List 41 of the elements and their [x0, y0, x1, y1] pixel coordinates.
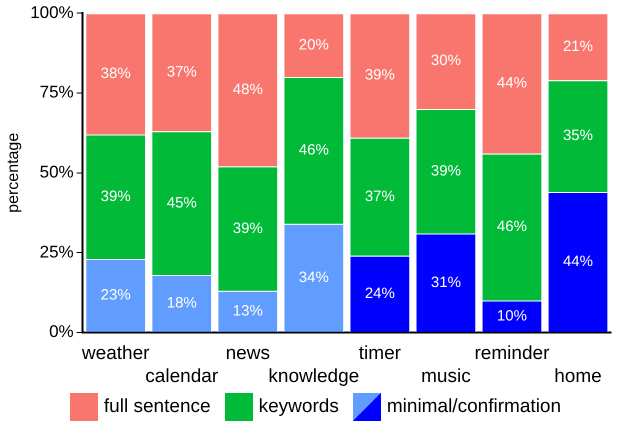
data-label: 44% — [562, 253, 593, 270]
data-label: 46% — [298, 142, 329, 159]
x-tick-label: news — [226, 343, 270, 364]
legend-label: keywords — [258, 396, 339, 418]
data-label: 45% — [166, 194, 197, 212]
y-axis-title: percentage — [5, 132, 22, 213]
data-label: 44% — [496, 74, 527, 92]
x-tick-label: calendar — [145, 366, 219, 387]
y-tick-label: 100% — [30, 2, 74, 22]
legend-label: minimal/confirmation — [386, 396, 562, 418]
y-tick-label: 50% — [40, 162, 74, 182]
x-tick-label: knowledge — [268, 366, 360, 387]
x-tick-label: music — [421, 366, 471, 387]
y-tick-label: 75% — [40, 82, 74, 102]
data-label: 37% — [364, 188, 395, 205]
data-label: 39% — [100, 188, 131, 205]
data-label: 35% — [562, 127, 593, 144]
y-tick-label: 0% — [49, 322, 74, 342]
x-tick-label: weather — [80, 343, 150, 364]
data-label: 13% — [232, 302, 263, 320]
data-label: 10% — [496, 307, 527, 324]
data-label: 34% — [298, 269, 329, 286]
data-label: 46% — [496, 218, 527, 236]
y-tick-label: 25% — [40, 242, 74, 262]
data-label: 21% — [562, 38, 593, 55]
x-tick-label: home — [554, 366, 602, 387]
data-label: 30% — [430, 52, 461, 70]
data-label: 18% — [166, 294, 197, 312]
data-label: 20% — [298, 36, 329, 54]
legend-label: full sentence — [104, 396, 211, 418]
data-label: 31% — [430, 274, 461, 291]
data-label: 39% — [232, 220, 263, 237]
data-label: 39% — [430, 162, 461, 180]
data-label: 48% — [232, 80, 263, 98]
data-label: 39% — [364, 66, 395, 84]
data-label: 23% — [100, 286, 131, 304]
data-label: 37% — [166, 63, 197, 80]
x-tick-label: reminder — [474, 343, 550, 364]
data-label: 38% — [100, 64, 131, 82]
x-tick-label: timer — [358, 343, 402, 364]
data-label: 24% — [364, 284, 395, 302]
